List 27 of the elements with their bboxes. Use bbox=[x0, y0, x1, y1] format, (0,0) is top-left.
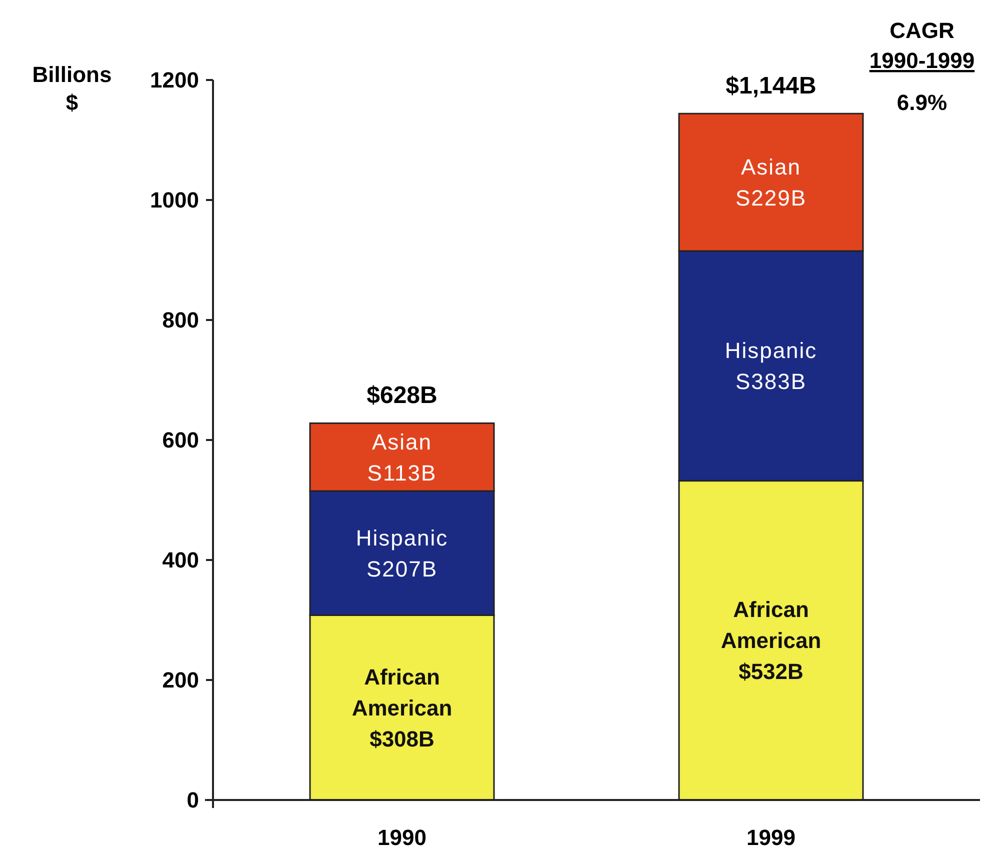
total-label: $628B bbox=[366, 382, 438, 410]
y-tick-label: 1200 bbox=[150, 68, 199, 93]
data-label: $532B bbox=[738, 659, 804, 684]
annotation: 6.9% bbox=[896, 90, 948, 115]
y-tick-label: 200 bbox=[162, 668, 199, 693]
text: African American bbox=[720, 597, 822, 654]
total-label: $1,144B bbox=[726, 72, 816, 100]
y-tick-label: 1000 bbox=[150, 188, 199, 213]
y-tick-label: 0 bbox=[186, 788, 199, 813]
y-axis-title: Billions $ bbox=[32, 62, 112, 115]
data-label: S113B bbox=[367, 460, 437, 486]
data-label: S383B bbox=[735, 369, 807, 394]
data-label: S207B bbox=[366, 556, 438, 582]
y-tick-label: 600 bbox=[162, 428, 199, 453]
series-label: Asian bbox=[372, 429, 432, 454]
data-label: S229B bbox=[735, 186, 807, 210]
text: CAGR bbox=[890, 18, 954, 43]
x-tick-label: 1999 bbox=[746, 825, 796, 850]
series-label: Hispanic bbox=[356, 525, 448, 550]
text: Asian bbox=[740, 154, 802, 180]
y-tick-label: 400 bbox=[162, 548, 199, 573]
series-label: African American bbox=[352, 664, 452, 720]
text: Hispanic bbox=[724, 338, 818, 364]
y-tick-label: 800 bbox=[162, 308, 199, 333]
text: 1990-1999 bbox=[869, 48, 975, 73]
data-label: $308B bbox=[370, 726, 434, 752]
x-tick-label: 1990 bbox=[378, 825, 426, 850]
